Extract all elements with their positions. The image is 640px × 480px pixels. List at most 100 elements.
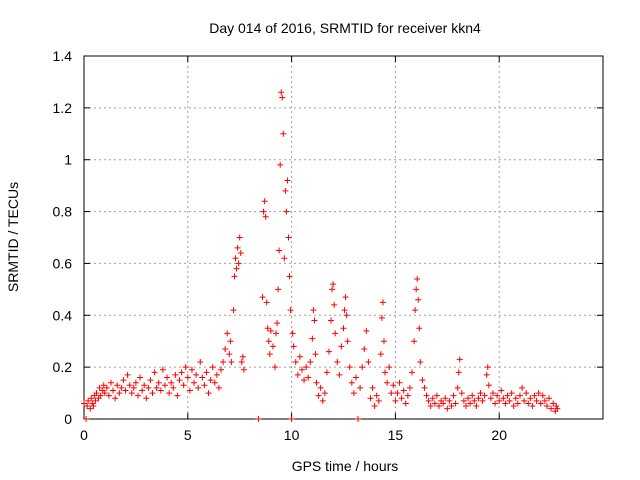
data-point [87, 405, 94, 412]
data-point [321, 390, 328, 397]
data-point [492, 400, 499, 407]
data-point [262, 213, 269, 220]
data-point [365, 358, 372, 365]
data-point [363, 327, 370, 334]
data-point [281, 255, 288, 262]
data-point [452, 400, 459, 407]
data-point [479, 397, 486, 404]
data-point [286, 273, 293, 280]
data-point [220, 358, 227, 365]
axis-ticks: 0 5 10 15 20 0 0.2 0.4 0.6 0.8 1 1.2 1.4 [53, 48, 603, 443]
data-point [201, 382, 208, 389]
data-point [97, 392, 104, 399]
data-point [523, 390, 530, 397]
data-point [415, 296, 422, 303]
data-point [477, 390, 484, 397]
data-point [234, 244, 241, 251]
data-point [338, 343, 345, 350]
data-point [213, 371, 220, 378]
data-point [367, 395, 374, 402]
data-point [261, 198, 268, 205]
data-point [494, 392, 501, 399]
data-point [197, 358, 204, 365]
data-point [283, 208, 290, 215]
data-point [226, 351, 233, 358]
data-point [485, 382, 492, 389]
data-point [514, 400, 521, 407]
data-point [340, 325, 347, 332]
x-tick-label: 5 [184, 427, 192, 443]
data-point [359, 364, 366, 371]
data-point [332, 330, 339, 337]
data-point [548, 405, 555, 412]
data-point [550, 400, 557, 407]
data-point [168, 379, 175, 386]
data-point [149, 390, 156, 397]
data-point [315, 392, 322, 399]
data-point [105, 392, 112, 399]
data-point [311, 317, 318, 324]
data-point [448, 403, 455, 410]
data-point [537, 400, 544, 407]
data-point [274, 320, 281, 327]
data-point [207, 377, 214, 384]
data-point [186, 387, 193, 394]
data-point [289, 330, 296, 337]
data-point [290, 343, 297, 350]
data-point [287, 307, 294, 314]
data-point [228, 358, 235, 365]
data-point [265, 338, 272, 345]
data-point [380, 338, 387, 345]
data-point [280, 130, 287, 137]
data-point [172, 371, 179, 378]
data-point [143, 395, 150, 402]
data-point [309, 335, 316, 342]
data-point [500, 395, 507, 402]
data-point [90, 403, 97, 410]
data-point [279, 94, 286, 101]
data-point [404, 392, 411, 399]
data-point [471, 397, 478, 404]
data-point [373, 392, 380, 399]
data-point [278, 89, 285, 96]
data-point [423, 392, 430, 399]
data-point [483, 371, 490, 378]
y-tick-label: 1.2 [53, 100, 73, 116]
data-point [375, 397, 382, 404]
data-point [460, 397, 467, 404]
data-point [191, 379, 198, 386]
data-point [419, 377, 426, 384]
data-point [504, 392, 511, 399]
plot-frame [83, 55, 604, 420]
data-point [450, 392, 457, 399]
data-point [425, 397, 432, 404]
data-point [390, 382, 397, 389]
data-point [546, 395, 553, 402]
data-point [508, 390, 515, 397]
data-point [348, 379, 355, 386]
data-point [458, 390, 465, 397]
data-point [227, 338, 234, 345]
data-point [84, 403, 91, 410]
data-point [128, 390, 135, 397]
data-point [222, 345, 229, 352]
data-point [527, 395, 534, 402]
data-point [276, 247, 283, 254]
data-point [312, 351, 319, 358]
data-point [176, 377, 183, 384]
data-point [232, 255, 239, 262]
data-point [298, 366, 305, 373]
data-point [506, 397, 513, 404]
data-point [164, 374, 171, 381]
data-point [211, 379, 218, 386]
data-point [529, 403, 536, 410]
data-point [100, 382, 107, 389]
data-point [487, 395, 494, 402]
data-point [195, 384, 202, 391]
data-point [301, 377, 308, 384]
data-point [350, 390, 357, 397]
data-point [325, 348, 332, 355]
data-point [369, 384, 376, 391]
data-point [180, 382, 187, 389]
